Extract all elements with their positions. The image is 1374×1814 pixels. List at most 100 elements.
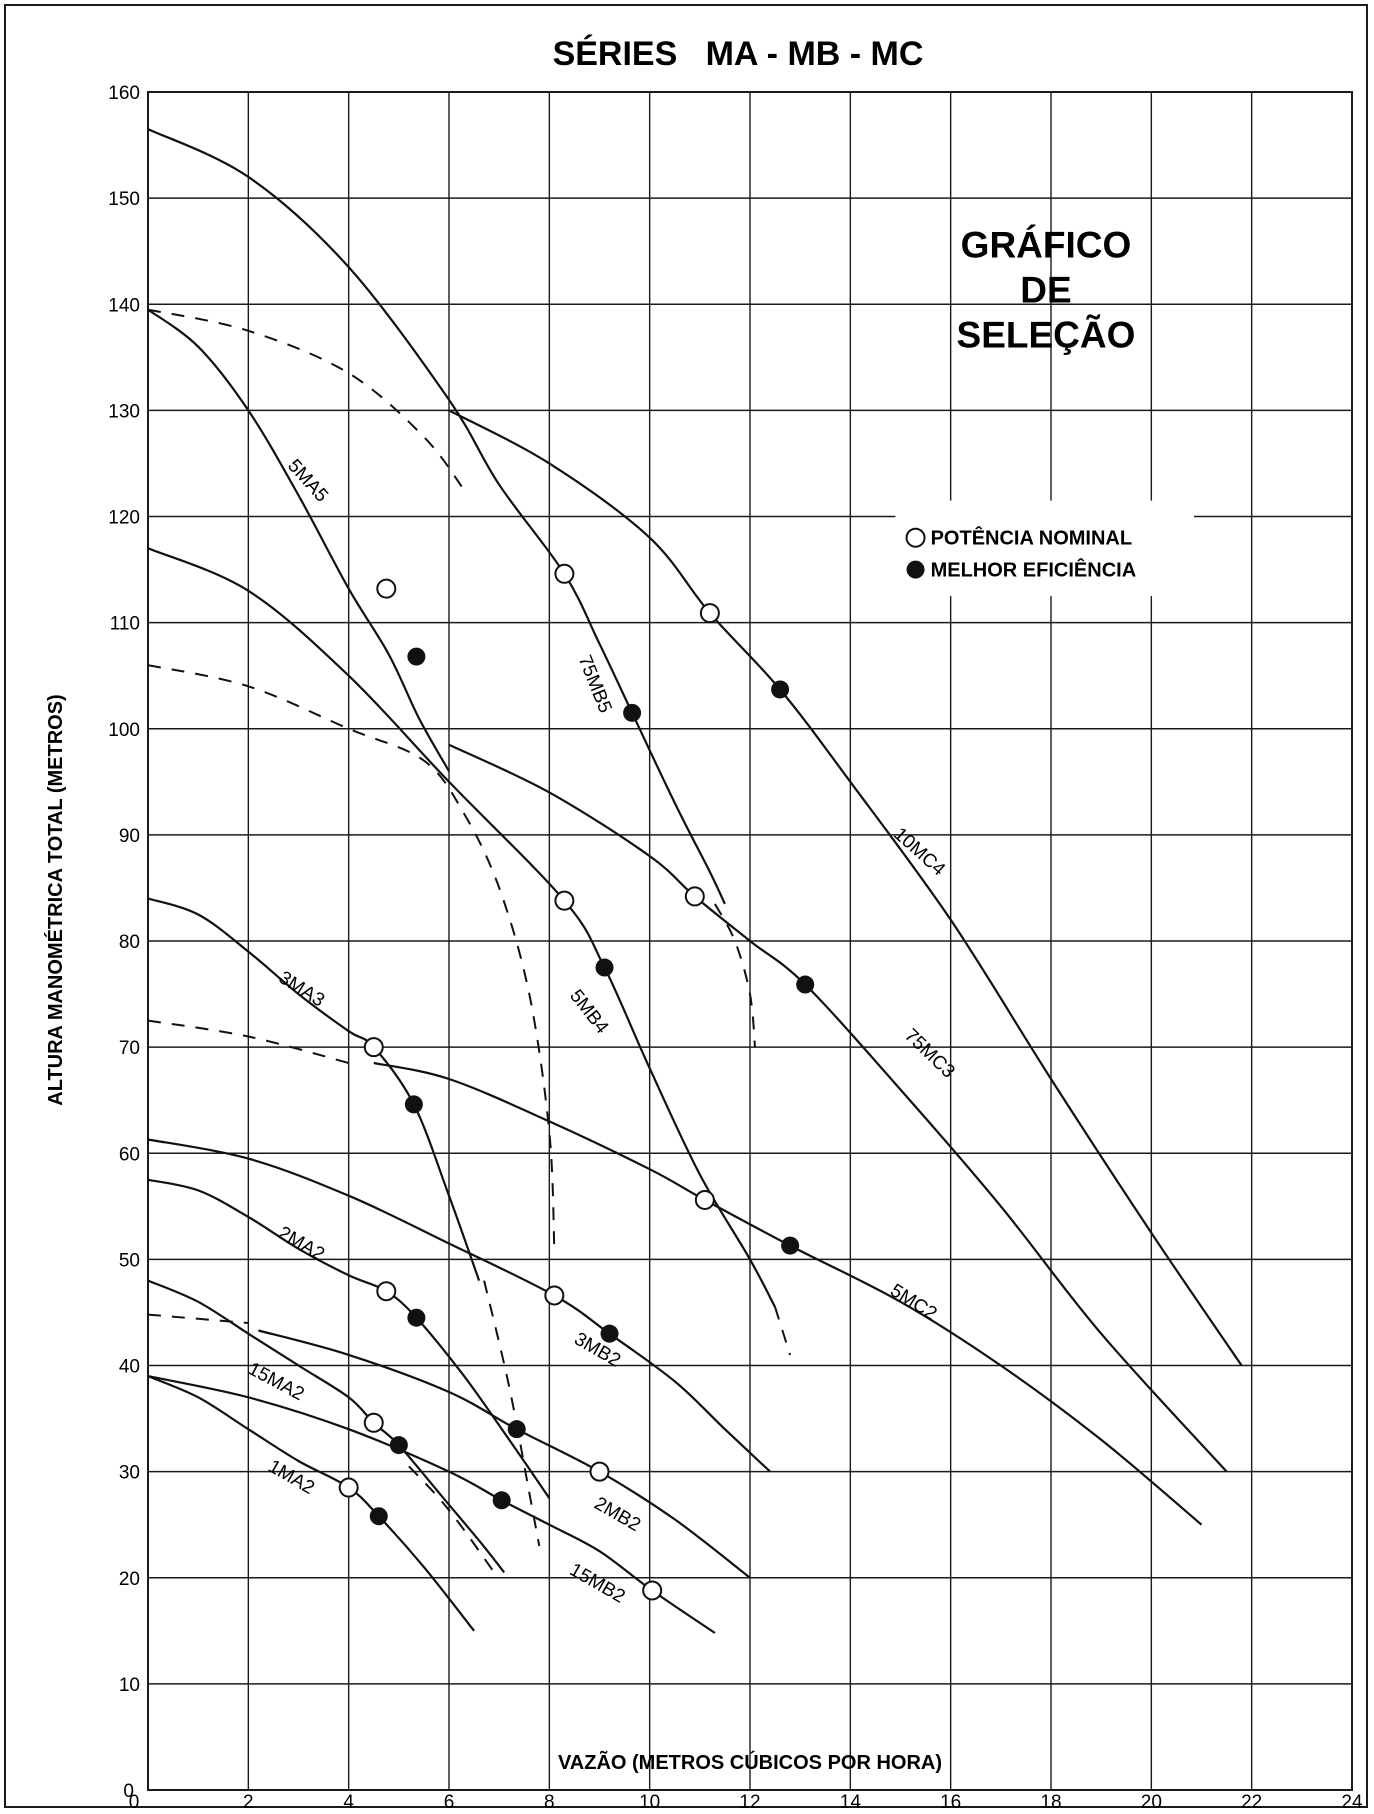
curve-3ma3: [147, 897, 481, 1281]
best-efficiency-point: [600, 1324, 619, 1343]
dashed-line: [714, 903, 756, 1048]
x-tick-label: 16: [940, 1792, 961, 1813]
y-tick-label: 150: [108, 189, 140, 210]
y-tick-label: 50: [119, 1250, 140, 1271]
y-tick-label: 70: [119, 1038, 140, 1059]
curve-label: 5MB4: [565, 986, 612, 1038]
x-tick-label: 12: [739, 1792, 760, 1813]
best-efficiency-point: [407, 1308, 426, 1327]
dashed-line: [408, 1465, 496, 1573]
nominal-power-point: [363, 1412, 384, 1433]
x-tick-label: 8: [544, 1792, 555, 1813]
curve-label: 2MB2: [591, 1493, 644, 1536]
nominal-power-point: [554, 890, 575, 911]
curve-15mb2: [147, 1375, 716, 1634]
nominal-power-point: [694, 1189, 715, 1210]
curve-10mc4: [448, 409, 1243, 1367]
dashed-line: [147, 664, 556, 1249]
nominal-power-point: [376, 1281, 397, 1302]
dashed-line: [774, 1306, 792, 1356]
y-tick-label: 10: [119, 1675, 140, 1696]
curve-15ma2: [147, 1279, 506, 1574]
pump-curves: [147, 128, 1243, 1634]
curve-label: 5MC2: [886, 1280, 940, 1325]
dashed-line: [147, 1019, 349, 1064]
y-tick-label: 30: [119, 1463, 140, 1484]
x-tick-label: 2: [243, 1792, 254, 1813]
best-efficiency-point: [623, 703, 642, 722]
y-tick-label: 130: [108, 401, 140, 422]
y-tick-label: 100: [108, 720, 140, 741]
panel-label-line: SELEÇÃO: [957, 314, 1136, 356]
curve-label: 75MC3: [900, 1025, 959, 1083]
best-efficiency-point: [404, 1095, 423, 1114]
x-tick-label: 14: [840, 1792, 862, 1813]
nominal-power-point: [554, 563, 575, 584]
dashed-line: [147, 1313, 249, 1324]
tick-labels: 0 2 4 6 8 10 12 14 16 18 20 22 240102030405060708090…: [108, 83, 1363, 1813]
best-efficiency-point: [369, 1507, 388, 1526]
y-tick-label: 110: [110, 614, 140, 635]
y-tick-label: 160: [108, 83, 140, 104]
x-tick-label: 6: [444, 1792, 455, 1813]
panel-label: GRÁFICO DE SELEÇÃO: [957, 225, 1136, 356]
best-efficiency-point: [796, 975, 815, 994]
curve-75mc3: [448, 743, 1228, 1473]
plot-border: [147, 91, 1353, 1791]
y-tick-label: 80: [119, 932, 140, 953]
panel-label-line: DE: [1020, 270, 1071, 311]
nominal-power-point: [376, 578, 397, 599]
best-efficiency-point: [781, 1236, 800, 1255]
chart-frame: [4, 4, 1368, 1808]
legend-label-nominal: POTÊNCIA NOMINAL: [931, 526, 1132, 550]
curve-3mb2: [147, 1138, 771, 1473]
y-tick-label: 90: [119, 826, 140, 847]
nominal-power-point: [544, 1285, 565, 1306]
legend-label-best: MELHOR EFICIÊNCIA: [931, 558, 1137, 582]
panel-label-background: [955, 176, 1142, 485]
curve-label: 3MA3: [275, 967, 328, 1011]
curve-2mb2: [258, 1329, 751, 1579]
y-axis-label: ALTURA MANOMÉTRICA TOTAL (METROS): [44, 694, 67, 1105]
nominal-power-point: [338, 1477, 359, 1498]
y-tick-label: 60: [119, 1144, 140, 1165]
x-axis-label: VAZÃO (METROS CÚBICOS POR HORA): [558, 1750, 942, 1774]
x-tick-label: 10: [639, 1792, 660, 1813]
nominal-power-point: [589, 1461, 610, 1482]
best-efficiency-point: [389, 1436, 408, 1455]
x-tick-label: 20: [1141, 1792, 1162, 1813]
chart-title: SÉRIES MA - MB - MC: [553, 35, 924, 73]
curve-label: 10MC4: [889, 824, 949, 881]
legend-filled-circle-icon: [906, 560, 925, 579]
y-tick-label: 0: [123, 1781, 134, 1802]
curve-1ma2: [147, 1375, 475, 1632]
x-tick-label: 0: [129, 1792, 140, 1813]
panel-label-line: GRÁFICO: [961, 225, 1132, 266]
curve-label: 1MA2: [264, 1456, 317, 1499]
nominal-power-point: [363, 1037, 384, 1058]
legend: POTÊNCIA NOMINAL MELHOR EFICIÊNCIA: [895, 500, 1194, 597]
curve-5ma5: [147, 308, 450, 772]
y-tick-label: 140: [108, 295, 140, 316]
curve-5mb4: [147, 547, 777, 1308]
legend-background: [895, 500, 1194, 597]
curve-5mc2: [373, 1061, 1203, 1526]
nominal-power-point: [699, 603, 720, 624]
x-tick-label: 24: [1341, 1792, 1363, 1813]
best-efficiency-point: [492, 1491, 511, 1510]
y-tick-label: 120: [108, 508, 140, 529]
y-tick-label: 40: [119, 1357, 140, 1378]
legend-open-circle-icon: [905, 527, 926, 548]
best-efficiency-point: [407, 647, 426, 666]
nominal-power-point: [684, 886, 705, 907]
best-efficiency-point: [595, 958, 614, 977]
x-tick-label: 4: [343, 1792, 354, 1813]
x-tick-label: 22: [1241, 1792, 1262, 1813]
best-efficiency-point: [771, 680, 790, 699]
x-tick-label: 18: [1040, 1792, 1061, 1813]
y-tick-label: 20: [119, 1569, 140, 1590]
curve-labels: 5MA575MB510MC45MB475MC33MA35MC23MB22MA22…: [244, 456, 958, 1608]
best-efficiency-point: [507, 1420, 526, 1439]
operating-points: [338, 563, 815, 1601]
